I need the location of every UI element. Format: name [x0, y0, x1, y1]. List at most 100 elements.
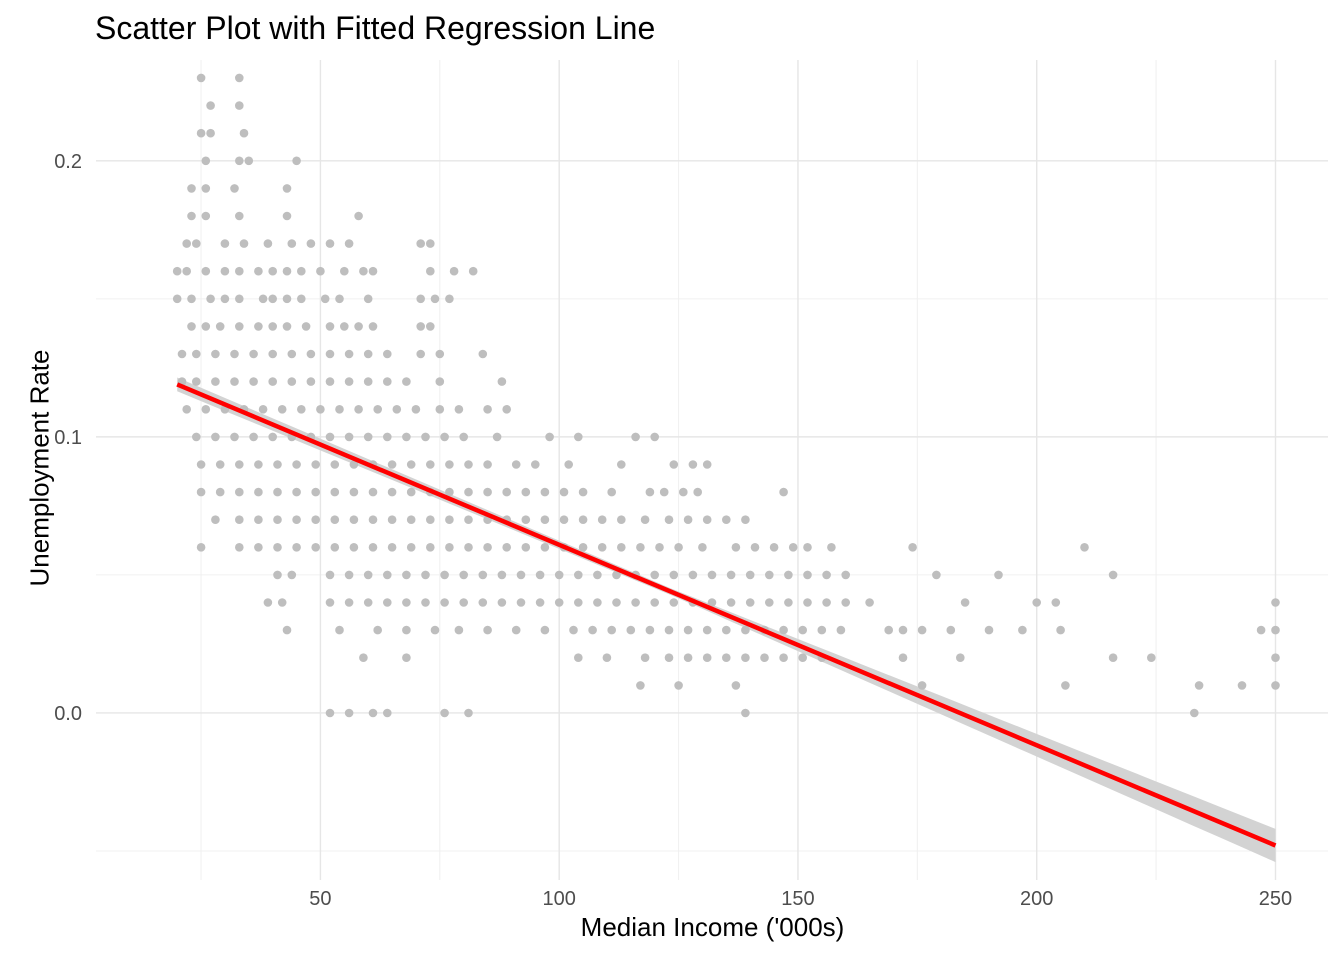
y-tick-label: 0.1: [54, 427, 82, 449]
data-point: [235, 460, 244, 469]
data-point: [201, 184, 211, 193]
data-point: [306, 239, 316, 248]
data-point: [363, 598, 373, 607]
data-point: [707, 570, 717, 580]
data-point: [1271, 681, 1280, 690]
data-point: [182, 266, 191, 276]
data-point: [1108, 570, 1118, 580]
data-point: [1237, 681, 1247, 690]
data-point: [292, 156, 301, 166]
data-point: [784, 598, 793, 607]
data-point: [263, 598, 273, 607]
data-point: [445, 460, 454, 469]
data-point: [249, 349, 258, 359]
data-point: [917, 681, 927, 690]
data-point: [273, 543, 282, 552]
data-point: [932, 570, 941, 580]
data-point: [779, 653, 788, 662]
data-point: [211, 377, 220, 386]
data-point: [354, 405, 363, 414]
data-point: [426, 515, 435, 524]
data-point: [235, 211, 244, 221]
data-point: [559, 487, 569, 497]
data-point: [335, 405, 344, 414]
data-point: [239, 128, 249, 138]
data-point: [421, 432, 430, 442]
data-point: [340, 322, 349, 331]
data-point: [206, 294, 215, 304]
data-point: [373, 625, 383, 635]
data-point: [1061, 681, 1070, 690]
data-point: [617, 460, 626, 469]
data-point: [426, 266, 435, 276]
data-point: [478, 598, 488, 607]
data-point: [344, 432, 354, 442]
data-point: [674, 681, 683, 690]
data-point: [287, 377, 297, 386]
data-point: [578, 543, 588, 552]
data-point: [263, 239, 273, 248]
data-point: [597, 515, 607, 524]
data-point: [636, 543, 645, 552]
data-point: [254, 515, 263, 524]
data-point: [235, 487, 244, 497]
data-point: [211, 432, 220, 442]
data-point: [235, 266, 244, 276]
data-point: [946, 625, 956, 635]
fitted-line: [176, 382, 1277, 848]
data-point: [464, 460, 473, 469]
data-point: [741, 708, 750, 718]
data-point: [956, 653, 965, 662]
data-point: [745, 598, 755, 607]
data-point: [798, 653, 807, 662]
data-point: [645, 487, 655, 497]
data-point: [330, 543, 340, 552]
data-point: [306, 377, 316, 386]
data-point: [1056, 625, 1065, 635]
data-point: [612, 570, 621, 580]
data-point: [1051, 598, 1061, 607]
data-point: [664, 625, 674, 635]
data-point: [383, 598, 392, 607]
data-point: [769, 543, 779, 552]
data-point: [282, 266, 292, 276]
data-point: [311, 460, 321, 469]
data-point: [578, 515, 588, 524]
data-point: [688, 570, 698, 580]
data-point: [483, 625, 492, 635]
data-point: [445, 487, 454, 497]
data-point: [254, 487, 263, 497]
data-point: [196, 460, 206, 469]
data-point: [564, 460, 573, 469]
data-point: [277, 598, 287, 607]
y-tick-label: 0.2: [54, 151, 82, 173]
data-point: [325, 432, 335, 442]
data-point: [387, 543, 397, 552]
data-point: [884, 625, 893, 635]
data-point: [440, 708, 449, 718]
data-point: [511, 460, 521, 469]
data-point: [836, 625, 846, 635]
y-tick-label: 0.0: [54, 703, 82, 725]
data-point: [468, 266, 478, 276]
data-point: [1018, 625, 1027, 635]
data-point: [383, 708, 392, 718]
data-point: [1190, 708, 1199, 718]
data-point: [282, 294, 292, 304]
data-point: [273, 515, 282, 524]
data-point: [235, 543, 244, 552]
data-point: [502, 543, 512, 552]
data-point: [387, 515, 397, 524]
data-point: [898, 653, 908, 662]
data-point: [612, 598, 621, 607]
data-point: [258, 405, 268, 414]
data-point: [254, 543, 263, 552]
data-point: [268, 349, 278, 359]
data-point: [196, 543, 206, 552]
data-point: [1256, 625, 1266, 635]
data-point: [215, 487, 225, 497]
data-point: [406, 487, 416, 497]
data-point: [273, 487, 282, 497]
data-point: [435, 349, 445, 359]
data-point: [841, 570, 850, 580]
